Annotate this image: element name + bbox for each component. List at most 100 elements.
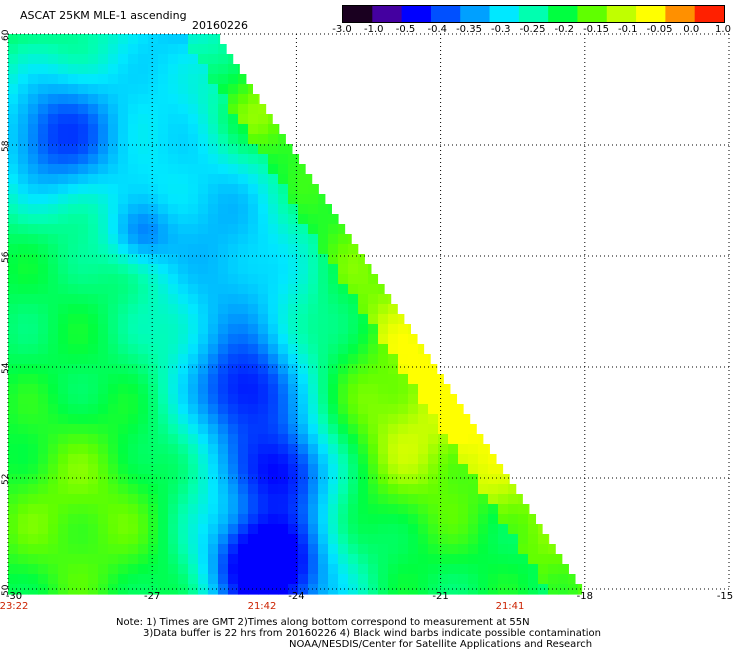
wind-cell (368, 484, 379, 495)
wind-cell (248, 354, 259, 365)
wind-cell (148, 484, 159, 495)
wind-cell (368, 274, 379, 285)
wind-cell (198, 314, 209, 325)
wind-cell (88, 114, 99, 125)
wind-cell (218, 514, 229, 525)
wind-cell (58, 254, 69, 265)
wind-cell (68, 484, 79, 495)
wind-cell (338, 424, 349, 435)
wind-cell (68, 524, 79, 535)
wind-cell (268, 224, 279, 235)
wind-cell (208, 354, 219, 365)
wind-cell (78, 214, 89, 225)
color-scale-label: -0.3 (490, 24, 511, 35)
wind-cell (158, 384, 169, 395)
wind-cell (28, 584, 39, 595)
wind-cell (348, 314, 359, 325)
wind-cell (498, 584, 509, 595)
wind-cell (68, 254, 79, 265)
wind-cell (178, 514, 189, 525)
wind-cell (398, 544, 409, 555)
wind-cell (208, 214, 219, 225)
wind-cell (538, 534, 549, 545)
wind-cell (218, 554, 229, 565)
wind-cell (288, 174, 299, 185)
wind-cell (218, 74, 229, 85)
wind-cell (18, 74, 29, 85)
wind-cell (348, 414, 359, 425)
wind-cell (38, 284, 49, 295)
wind-cell (298, 164, 306, 175)
wind-cell (128, 254, 139, 265)
wind-cell (318, 584, 329, 595)
wind-cell (58, 264, 69, 275)
wind-cell (318, 274, 329, 285)
wind-cell (298, 274, 309, 285)
wind-cell (458, 474, 469, 485)
wind-cell (378, 334, 389, 345)
wind-cell (208, 424, 219, 435)
wind-cell (198, 464, 209, 475)
wind-cell (438, 504, 449, 515)
wind-cell (228, 334, 239, 345)
wind-cell (58, 124, 69, 135)
wind-cell (398, 364, 409, 375)
wind-cell (328, 514, 339, 525)
wind-cell (428, 514, 439, 525)
wind-cell (128, 264, 139, 275)
wind-cell (368, 264, 372, 275)
wind-cell (98, 104, 109, 115)
wind-cell (128, 524, 139, 535)
wind-cell (278, 394, 289, 405)
wind-cell (258, 354, 269, 365)
wind-cell (78, 384, 89, 395)
wind-cell (178, 234, 189, 245)
wind-cell (478, 484, 489, 495)
wind-cell (178, 294, 189, 305)
wind-cell (248, 254, 259, 265)
wind-cell (378, 404, 389, 415)
wind-cell (318, 244, 329, 255)
wind-cell (178, 324, 189, 335)
wind-cell (388, 354, 399, 365)
wind-cell (308, 474, 319, 485)
wind-cell (168, 454, 179, 465)
wind-cell (8, 134, 19, 145)
wind-cell (198, 144, 209, 155)
wind-cell (388, 374, 399, 385)
wind-cell (308, 544, 319, 555)
wind-cell (138, 354, 149, 365)
wind-cell (58, 474, 69, 485)
wind-cell (28, 64, 39, 75)
wind-cell (298, 344, 309, 355)
wind-cell (18, 164, 29, 175)
wind-cell (448, 524, 459, 535)
wind-cell (348, 564, 359, 575)
wind-cell (178, 524, 189, 535)
wind-cell (158, 504, 169, 515)
wind-cell (68, 354, 79, 365)
wind-cell (28, 134, 39, 145)
wind-cell (298, 314, 309, 325)
wind-cell (508, 484, 517, 495)
wind-cell (48, 134, 59, 145)
wind-cell (138, 324, 149, 335)
wind-cell (28, 94, 39, 105)
wind-cell (38, 454, 49, 465)
wind-cell (408, 384, 419, 395)
color-scale-swatch (548, 6, 578, 22)
wind-cell (198, 174, 209, 185)
wind-cell (138, 364, 149, 375)
wind-cell (318, 234, 329, 245)
wind-cell (318, 494, 329, 505)
wind-cell (48, 64, 59, 75)
color-scale-label: -0.35 (456, 24, 482, 35)
wind-cell (488, 564, 499, 575)
wind-cell (258, 404, 269, 415)
wind-cell (258, 324, 269, 335)
wind-cell (358, 414, 369, 425)
wind-cell (398, 474, 409, 485)
wind-cell (28, 454, 39, 465)
wind-cell (18, 204, 29, 215)
wind-cell (78, 74, 89, 85)
